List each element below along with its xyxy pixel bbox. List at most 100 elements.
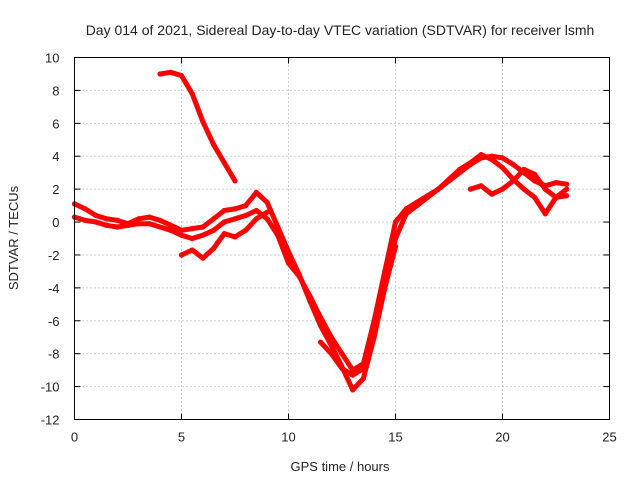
data-point [521,166,527,172]
data-point [382,285,388,291]
data-point [499,186,506,192]
data-point [553,180,559,186]
data-point [146,221,152,227]
data-point [189,235,195,242]
data-point [339,365,345,372]
x-tick-label: 5 [178,430,185,445]
data-point [221,160,227,166]
data-point [264,216,270,222]
data-point [350,387,356,393]
data-point [478,152,484,158]
data-point [285,249,292,255]
plot-frame [74,57,610,420]
y-tick-label: 10 [45,51,59,66]
y-tick-label: 4 [52,149,59,164]
data-point [457,166,463,172]
axis-ticks [74,57,610,420]
data-point [136,216,142,222]
data-point [157,224,163,230]
data-point [328,342,334,349]
data-point [114,217,120,223]
y-tick-label: -12 [41,413,60,428]
data-point [221,207,227,214]
data-point [157,71,163,77]
y-tick-label: 6 [52,116,59,131]
data-point [189,91,195,97]
data-point [253,216,259,222]
data-point [82,206,88,212]
y-tick-label: -4 [48,281,60,296]
data-point [532,171,538,177]
data-point [211,227,217,233]
data-point [425,194,431,200]
y-tick-label: -2 [48,248,60,263]
data-point [211,142,217,148]
data-point [564,193,570,199]
data-point [168,222,174,228]
data-point [510,161,516,168]
data-point [360,365,366,372]
y-tick-label: 0 [52,215,59,230]
data-point [189,247,195,253]
x-axis-label: GPS time / hours [291,459,390,474]
data-point [82,217,88,223]
data-point [93,219,99,225]
data-point [104,216,110,222]
x-tick-labels: 0 5 10 15 20 25 [71,430,617,445]
data-point [221,231,227,237]
data-point [253,207,259,214]
data-point [564,186,570,192]
data-point [446,176,452,182]
data-point [211,216,217,222]
y-axis-label: SDTVAR / TECUs [6,185,21,290]
x-tick-label: 20 [495,430,509,445]
x-tick-label: 10 [281,430,295,445]
data-point [200,232,206,238]
data-point [489,191,495,197]
data-point [146,214,152,220]
data-point [178,73,185,79]
data-point [264,199,270,205]
data-point [350,372,356,378]
data-point [104,222,110,228]
data-point [243,227,249,233]
data-point [318,339,324,345]
data-point [318,323,324,329]
data-point [532,194,538,200]
data-point [467,160,473,166]
data-point [114,224,120,230]
data-point [243,203,249,209]
data-point [189,226,195,232]
y-tick-label: -6 [48,314,60,329]
data-point [275,224,281,230]
data-point [499,155,506,161]
series-track-e [318,244,398,378]
data-point [371,326,377,332]
data-point [489,156,495,163]
data-point [221,219,227,225]
data-point [157,217,163,223]
data-point [296,272,302,278]
x-tick-label: 25 [602,430,616,445]
data-point [328,351,334,357]
data-point [136,221,142,227]
data-point [243,212,249,219]
data-point [414,203,420,209]
data-point [200,224,206,230]
chart-title: Day 014 of 2021, Sidereal Day-to-day VTE… [86,22,595,38]
y-tick-labels: -12 -10 -8 -6 -4 -2 0 2 4 6 8 10 [41,51,60,428]
data-point [211,245,217,251]
data-point [232,206,238,212]
data-point [553,194,559,200]
data-point [253,189,259,195]
y-tick-label: -8 [48,347,60,362]
data-point [125,221,131,227]
data-point [542,186,548,192]
data-point [285,260,292,266]
data-point [307,298,313,304]
data-point [93,212,99,219]
data-point [467,186,473,192]
data-point [435,186,441,192]
data-point [478,183,484,189]
